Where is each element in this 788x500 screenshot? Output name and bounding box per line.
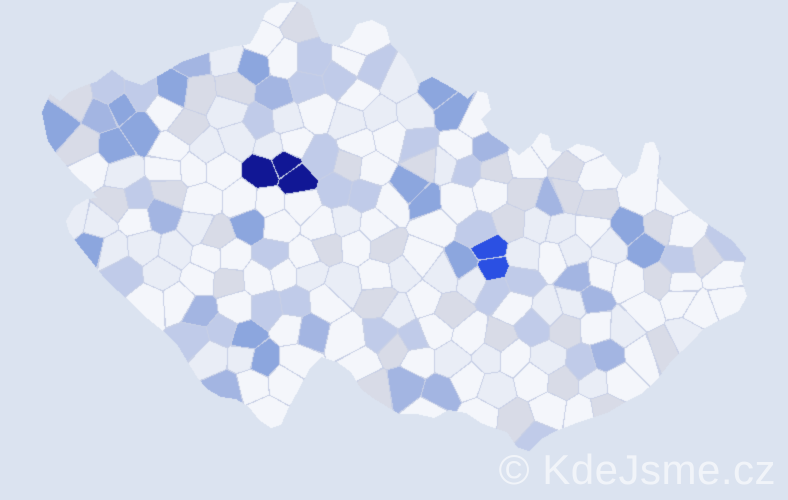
- czech-districts-map[interactable]: [0, 0, 788, 500]
- map-container: © KdeJsme.cz: [0, 0, 788, 500]
